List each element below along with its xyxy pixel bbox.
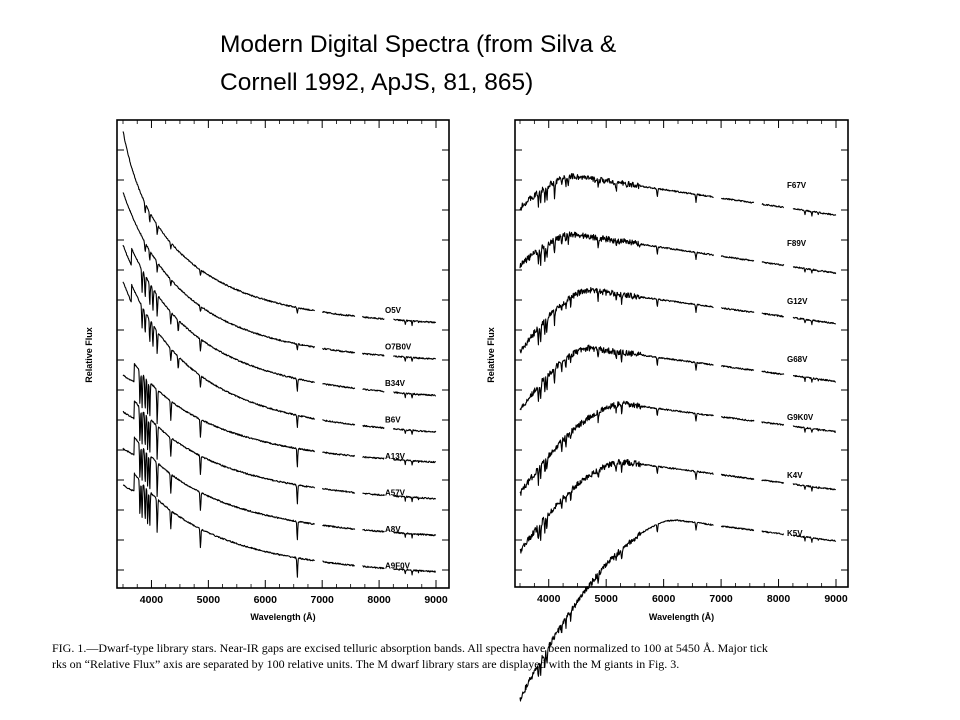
figure-caption: FIG. 1.—Dwarf-type library stars. Near-I… (52, 640, 932, 672)
x-tick-label: 8000 (767, 593, 791, 605)
caption-line-2: rks on “Relative Flux” axis are separate… (52, 657, 680, 671)
spectrum-G9K0V (519, 400, 837, 496)
x-tick-label: 9000 (424, 594, 448, 606)
x-tick-label: 6000 (254, 594, 278, 606)
x-tick-label: 5000 (595, 593, 619, 605)
slide-title: Modern Digital Spectra (from Silva & Cor… (220, 26, 820, 102)
series-label-A13V: A13V (385, 452, 406, 461)
x-tick-label: 6000 (652, 593, 676, 605)
x-tick-label: 9000 (824, 593, 848, 605)
series-label-K4V: K4V (787, 471, 803, 480)
spectrum-A8V (122, 436, 437, 541)
spectrum-B6V (122, 281, 437, 435)
x-tick-label: 4000 (140, 594, 164, 606)
spectrum-B34V (122, 244, 437, 399)
series-label-O7B0V: O7B0V (385, 343, 412, 352)
slide-title-line-2: Cornell 1992, ApJS, 81, 865) (220, 69, 534, 96)
series-label-F89V: F89V (787, 239, 807, 248)
spectrum-K5V (519, 519, 837, 702)
series-label-B34V: B34V (385, 379, 406, 388)
panel-frame (116, 119, 450, 589)
x-axis-label: Wavelength (Å) (649, 612, 714, 622)
x-tick-label: 7000 (709, 593, 733, 605)
spectrum-G12V (519, 287, 837, 354)
series-label-A8V: A8V (385, 525, 401, 534)
spectrum-A9F0V (122, 472, 437, 578)
series-label-B6V: B6V (385, 416, 401, 425)
caption-text-1: —Dwarf-type library stars. Near-IR gaps … (86, 641, 768, 655)
x-tick-label: 7000 (311, 594, 335, 606)
spectrum-F67V (519, 172, 837, 217)
chart-panel-left: 4000 5000 6000 7000 8000 9000 Wavelength (Å) Re… (84, 119, 450, 622)
series-label-G12V: G12V (787, 297, 808, 306)
x-axis-label: Wavelength (Å) (250, 612, 315, 622)
caption-prefix: FIG. 1. (52, 641, 87, 655)
series-label-A9F0V: A9F0V (385, 562, 411, 571)
series-label-K5V: K5V (787, 529, 803, 538)
spectrum-K4V (519, 458, 836, 554)
series-label-F67V: F67V (787, 181, 807, 190)
x-tick-label: 8000 (367, 594, 391, 606)
series-label-G68V: G68V (787, 355, 808, 364)
panel-frame (514, 119, 849, 588)
spectrum-G68V (519, 344, 836, 411)
spectrum-A57V (122, 400, 437, 505)
chart-panel-right: 4000 5000 6000 7000 8000 9000 Wavelength (Å) Re… (486, 119, 849, 702)
caption-line-1: FIG. 1.—Dwarf-type library stars. Near-I… (52, 640, 932, 656)
spectrum-A13V (122, 363, 437, 468)
series-label-G9K0V: G9K0V (787, 413, 814, 422)
y-axis-label: Relative Flux (486, 327, 496, 383)
spectrum-O7B0V (122, 192, 437, 362)
spectrum-F89V (519, 231, 837, 275)
y-axis-label: Relative Flux (84, 327, 94, 383)
spectrum-O5V (122, 131, 437, 327)
x-tick-label: 5000 (197, 594, 221, 606)
series-label-A57V: A57V (385, 489, 406, 498)
series-label-O5V: O5V (385, 306, 402, 315)
slide-title-line-1: Modern Digital Spectra (from Silva & (220, 31, 617, 58)
x-tick-label: 4000 (537, 593, 561, 605)
